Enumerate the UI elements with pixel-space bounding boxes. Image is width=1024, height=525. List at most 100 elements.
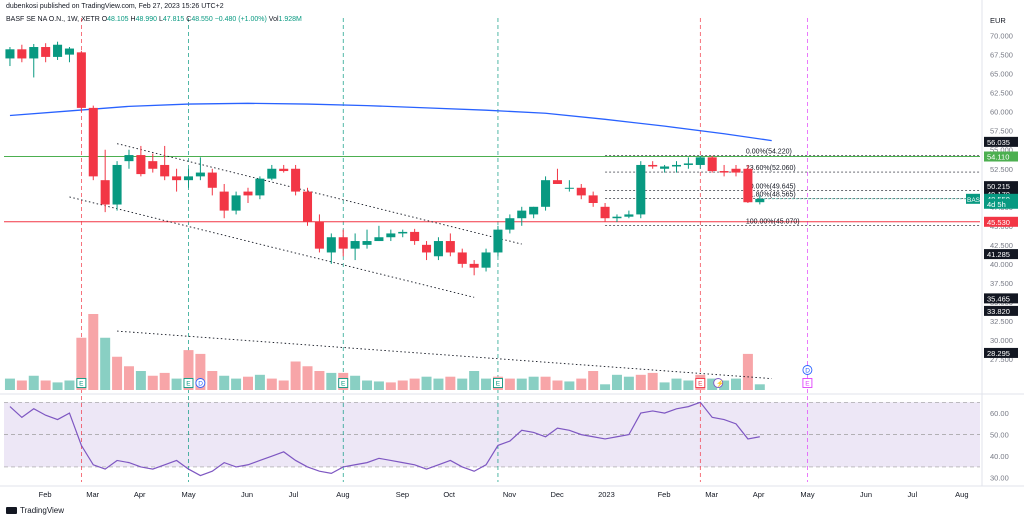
event-marker xyxy=(76,378,87,388)
volume-bar xyxy=(659,382,670,390)
candle-body xyxy=(445,241,455,253)
candle-body xyxy=(326,237,336,253)
volume-bar xyxy=(671,378,682,390)
volume-bar xyxy=(623,376,634,390)
volume-label: Vol xyxy=(268,16,279,23)
time-tick-label: Dec xyxy=(550,490,564,499)
volume-value: 1.928M xyxy=(278,16,302,23)
candle-body xyxy=(731,168,741,173)
volume-bar xyxy=(588,371,599,390)
publisher-line: dubenkosi published on TradingView.com, … xyxy=(6,3,224,10)
volume-bar xyxy=(373,381,384,390)
symbol-tag: BAS xyxy=(967,197,981,204)
candle-body xyxy=(112,164,122,205)
volume-bar xyxy=(326,372,337,390)
candle-body xyxy=(719,171,729,173)
candle-body xyxy=(100,180,110,205)
publisher-text: dubenkosi published on TradingView.com, … xyxy=(6,3,224,10)
candle-body xyxy=(267,168,277,179)
candle-body xyxy=(41,47,51,57)
price-tick-label: 52.500 xyxy=(990,165,1013,174)
volume-bar xyxy=(159,372,170,390)
price-tick-label: 42.500 xyxy=(990,241,1013,250)
candle-body xyxy=(350,241,360,249)
high-label: H xyxy=(130,16,136,23)
tradingview-brand: TradingView xyxy=(20,506,65,515)
price-tick-label: 65.000 xyxy=(990,70,1013,79)
rsi-line xyxy=(9,401,760,477)
time-tick-label: May xyxy=(800,490,814,499)
open-value: 48.105 xyxy=(107,16,129,23)
volume-bar xyxy=(481,378,492,390)
volume-bar xyxy=(457,378,468,390)
tradingview-logo[interactable]: TradingView xyxy=(6,506,64,515)
volume-bar xyxy=(528,376,539,390)
candle-body xyxy=(88,107,98,177)
price-label: 35.465 xyxy=(987,294,1010,303)
volume-bar xyxy=(350,375,361,390)
candle-body xyxy=(564,187,574,189)
time-tick-label: May xyxy=(181,490,195,499)
volume-bar xyxy=(207,371,218,390)
event-marker xyxy=(338,378,349,388)
candle-body xyxy=(457,252,467,264)
price-label: 4d 5h xyxy=(987,200,1006,209)
volume-bar xyxy=(409,378,420,390)
fib-level-label: 23.60%(52.060) xyxy=(746,165,796,172)
event-marker-label: ⚡ xyxy=(716,380,724,388)
volume-trendline xyxy=(117,330,772,380)
price-label-bg xyxy=(984,347,1018,358)
tradingview-icon xyxy=(6,507,17,514)
volume-bar xyxy=(421,376,432,390)
fib-level-label: 61.80%(48.565) xyxy=(746,192,796,199)
candle-body xyxy=(636,164,646,215)
candle-body xyxy=(53,44,63,57)
event-marker xyxy=(183,378,194,388)
volume-bar xyxy=(754,384,765,390)
volume-bar xyxy=(397,380,408,390)
event-marker-label: E xyxy=(496,381,501,388)
candle-body xyxy=(755,198,765,203)
volume-bar xyxy=(469,371,480,390)
volume-bar xyxy=(683,380,694,390)
candle-body xyxy=(695,157,705,165)
price-label-bg xyxy=(984,293,1018,304)
volume-bar xyxy=(183,350,194,390)
price-label: 41.285 xyxy=(987,250,1010,259)
change-value: −0.480 (+1.00%) xyxy=(214,16,267,23)
candle-body xyxy=(422,244,432,253)
price-tick-label: 57.500 xyxy=(990,127,1013,136)
event-marker xyxy=(695,378,706,388)
open-label: O xyxy=(101,16,108,23)
volume-bar xyxy=(64,380,75,390)
candle-body xyxy=(29,47,39,59)
time-tick-label: Mar xyxy=(86,490,99,499)
price-label-bg xyxy=(984,216,1018,227)
price-label-bg xyxy=(984,198,1018,209)
volume-bar xyxy=(243,376,253,390)
candle-body xyxy=(172,176,182,181)
price-tick-label: 27.500 xyxy=(990,355,1013,364)
volume-bar xyxy=(445,376,456,390)
event-marker xyxy=(195,378,206,388)
price-label: 56.035 xyxy=(987,138,1010,147)
candle-body xyxy=(743,168,753,203)
candle-body xyxy=(624,214,634,217)
low-label: L xyxy=(158,16,163,23)
time-tick-label: Feb xyxy=(39,490,52,499)
rsi-tick-label: 60.00 xyxy=(990,409,1009,418)
candle-body xyxy=(683,163,693,165)
volume-bar xyxy=(647,372,658,390)
candle-body xyxy=(338,237,348,249)
volume-bar xyxy=(231,378,242,390)
currency-label: EUR xyxy=(990,16,1006,25)
candle-body xyxy=(291,168,301,192)
candle-body xyxy=(207,172,217,188)
time-tick-label: Nov xyxy=(503,490,517,499)
candle-body xyxy=(660,166,670,169)
time-tick-label: Oct xyxy=(443,490,456,499)
candle-body xyxy=(505,218,515,230)
volume-bar xyxy=(254,374,265,390)
